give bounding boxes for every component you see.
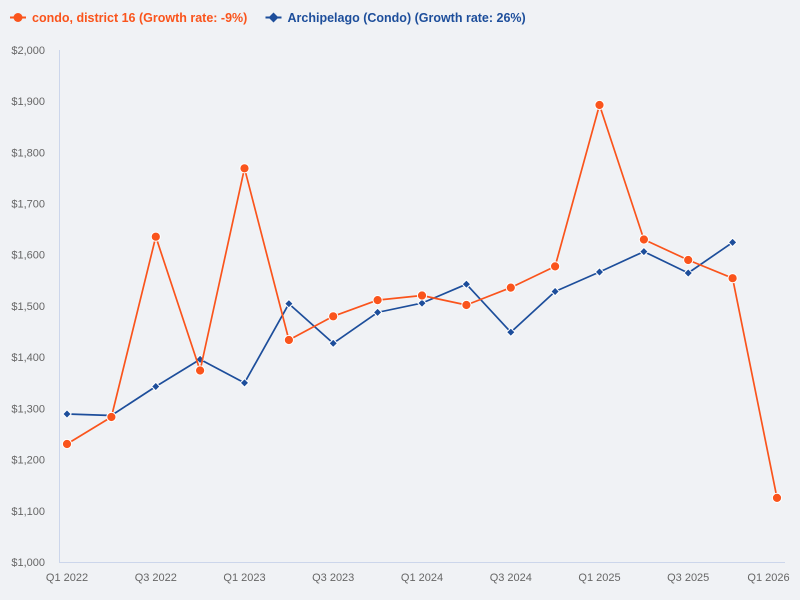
svg-text:Q3 2024: Q3 2024 <box>490 572 532 584</box>
svg-text:$1,200: $1,200 <box>11 455 45 467</box>
svg-text:condo, district 16 (Growth rat: condo, district 16 (Growth rate: -9%) <box>32 11 247 25</box>
svg-text:Q3 2025: Q3 2025 <box>667 572 709 584</box>
svg-text:Q1 2024: Q1 2024 <box>401 572 443 584</box>
svg-text:$1,400: $1,400 <box>11 352 45 364</box>
svg-text:$1,100: $1,100 <box>11 506 45 518</box>
svg-text:$1,600: $1,600 <box>11 250 45 262</box>
svg-text:$2,000: $2,000 <box>11 45 45 57</box>
svg-text:$1,800: $1,800 <box>11 147 45 159</box>
svg-text:Q1 2026: Q1 2026 <box>747 572 789 584</box>
svg-text:$1,500: $1,500 <box>11 301 45 313</box>
svg-text:$1,700: $1,700 <box>11 199 45 211</box>
svg-text:$1,000: $1,000 <box>11 557 45 569</box>
svg-text:Archipelago (Condo) (Growth ra: Archipelago (Condo) (Growth rate: 26%) <box>288 11 526 25</box>
svg-text:Q3 2023: Q3 2023 <box>312 572 354 584</box>
svg-text:$1,300: $1,300 <box>11 403 45 415</box>
svg-text:Q1 2025: Q1 2025 <box>578 572 620 584</box>
svg-text:$1,900: $1,900 <box>11 96 45 108</box>
svg-text:Q1 2022: Q1 2022 <box>46 572 88 584</box>
svg-text:Q1 2023: Q1 2023 <box>223 572 265 584</box>
svg-text:Q3 2022: Q3 2022 <box>135 572 177 584</box>
